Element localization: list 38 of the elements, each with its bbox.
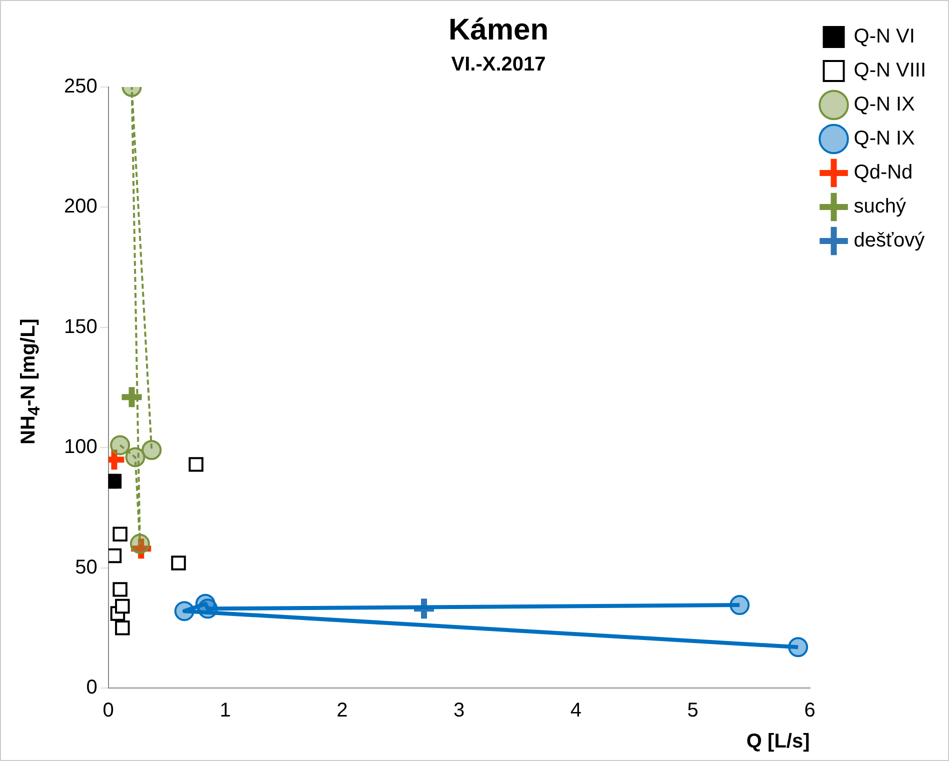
y-tick-label: 250 — [64, 76, 98, 98]
point — [730, 595, 750, 616]
x-tick-label: 6 — [804, 700, 816, 722]
legend-label: suchý — [854, 196, 906, 218]
point — [115, 620, 130, 636]
legend-label: dešťový — [854, 230, 925, 252]
point — [108, 548, 122, 564]
legend-label: Q-N IX — [854, 94, 915, 116]
point — [188, 457, 204, 472]
y-tick-label: 50 — [75, 556, 98, 578]
x-axis-title: Q [L/s] — [746, 730, 810, 753]
y-tick-label: 100 — [64, 436, 98, 458]
y-tick-label: 200 — [64, 196, 98, 218]
point — [112, 526, 128, 542]
point — [125, 447, 146, 468]
chart-title: Kámen — [448, 13, 549, 46]
point — [174, 601, 194, 622]
x-tick-label: 2 — [336, 700, 348, 722]
legend-label: Q-N VIII — [854, 60, 926, 82]
point — [110, 435, 130, 456]
y-tick-label: 0 — [86, 676, 98, 699]
x-tick-label: 0 — [102, 700, 114, 722]
point — [788, 637, 808, 658]
point — [115, 598, 130, 614]
legend-label: Qd-Nd — [854, 162, 913, 184]
x-tick-label: 1 — [220, 700, 231, 722]
point — [171, 556, 186, 570]
point — [108, 474, 122, 489]
x-tick-label: 5 — [687, 700, 698, 722]
point — [112, 582, 128, 597]
chart-subtitle: VI.-X.2017 — [451, 54, 546, 76]
x-tick-label: 4 — [570, 700, 582, 722]
point — [142, 440, 162, 460]
legend-label: Q-N IX — [854, 128, 915, 150]
y-tick-label: 150 — [64, 316, 98, 338]
point — [130, 534, 150, 554]
legend-label: Q-N VI — [854, 26, 915, 48]
x-tick-label: 3 — [454, 700, 465, 722]
